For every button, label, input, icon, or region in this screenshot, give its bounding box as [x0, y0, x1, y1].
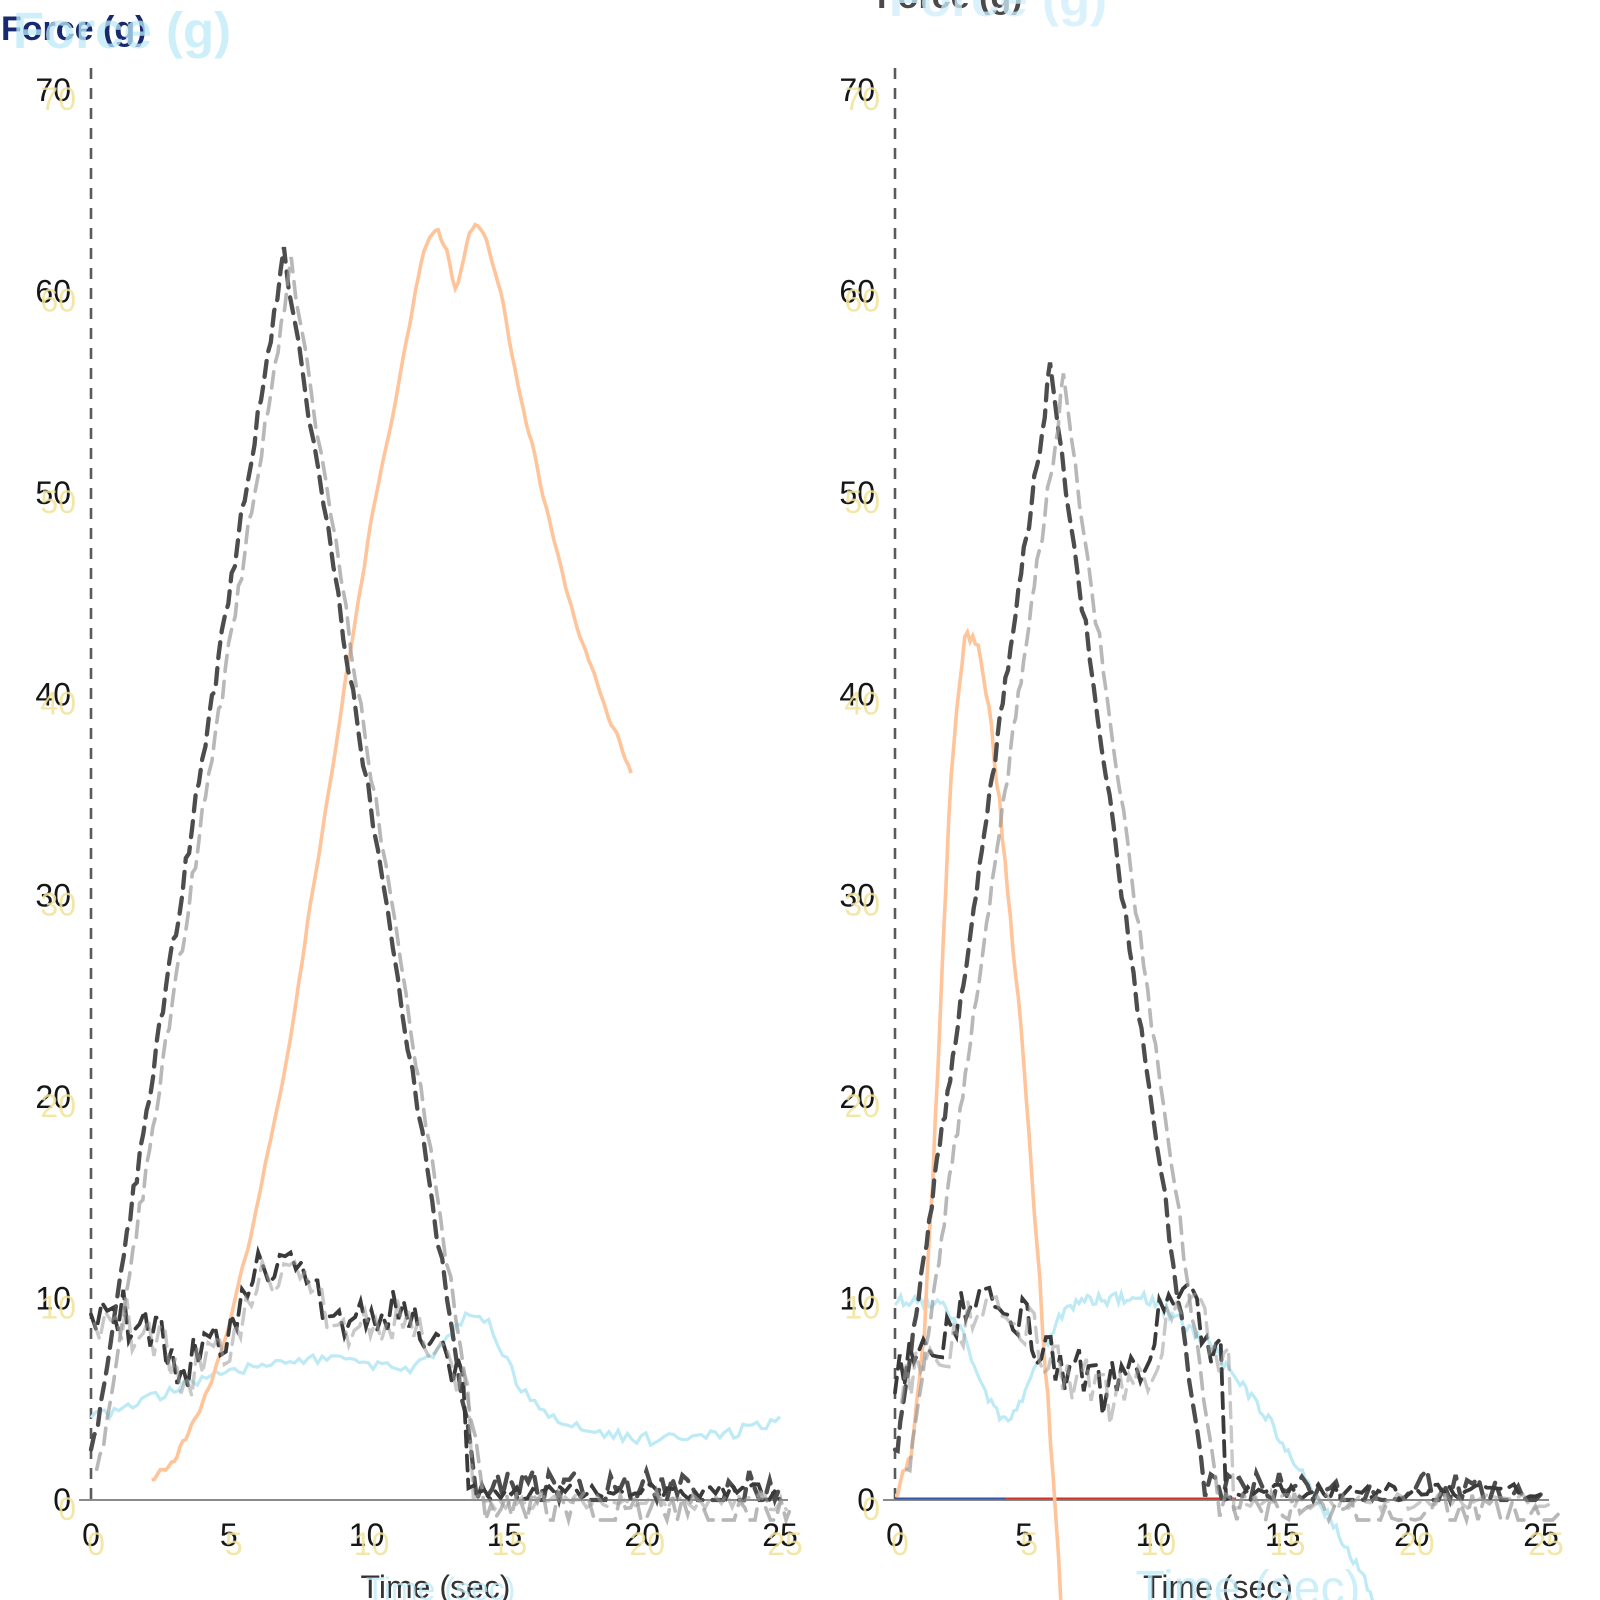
svg-text:5: 5	[225, 1526, 243, 1562]
svg-text:Time (sec): Time (sec)	[366, 1571, 516, 1600]
svg-text:5: 5	[1020, 1526, 1038, 1562]
svg-text:70: 70	[844, 81, 880, 117]
svg-text:50: 50	[40, 484, 76, 520]
svg-text:30: 30	[40, 887, 76, 923]
svg-text:15: 15	[1270, 1526, 1306, 1562]
svg-text:Time (sec): Time (sec)	[1136, 1562, 1361, 1600]
svg-text:10: 10	[354, 1526, 390, 1562]
svg-text:10: 10	[844, 1290, 880, 1326]
svg-text:0: 0	[891, 1526, 909, 1562]
svg-text:50: 50	[844, 484, 880, 520]
svg-text:0: 0	[87, 1526, 105, 1562]
svg-text:60: 60	[40, 282, 76, 318]
svg-text:25: 25	[1528, 1526, 1564, 1562]
svg-text:30: 30	[844, 887, 880, 923]
svg-text:70: 70	[40, 81, 76, 117]
svg-text:40: 40	[40, 685, 76, 721]
svg-text:15: 15	[492, 1526, 528, 1562]
svg-text:0: 0	[862, 1491, 880, 1527]
svg-text:20: 20	[844, 1088, 880, 1124]
svg-text:Force (g): Force (g)	[889, 0, 1107, 27]
svg-text:0: 0	[58, 1491, 76, 1527]
svg-text:20: 20	[40, 1088, 76, 1124]
svg-text:60: 60	[844, 282, 880, 318]
svg-text:40: 40	[844, 685, 880, 721]
svg-text:20: 20	[1399, 1526, 1435, 1562]
svg-text:10: 10	[1141, 1526, 1177, 1562]
svg-text:10: 10	[40, 1290, 76, 1326]
svg-text:20: 20	[629, 1526, 665, 1562]
svg-text:Force (g): Force (g)	[13, 2, 231, 59]
svg-text:25: 25	[767, 1526, 803, 1562]
